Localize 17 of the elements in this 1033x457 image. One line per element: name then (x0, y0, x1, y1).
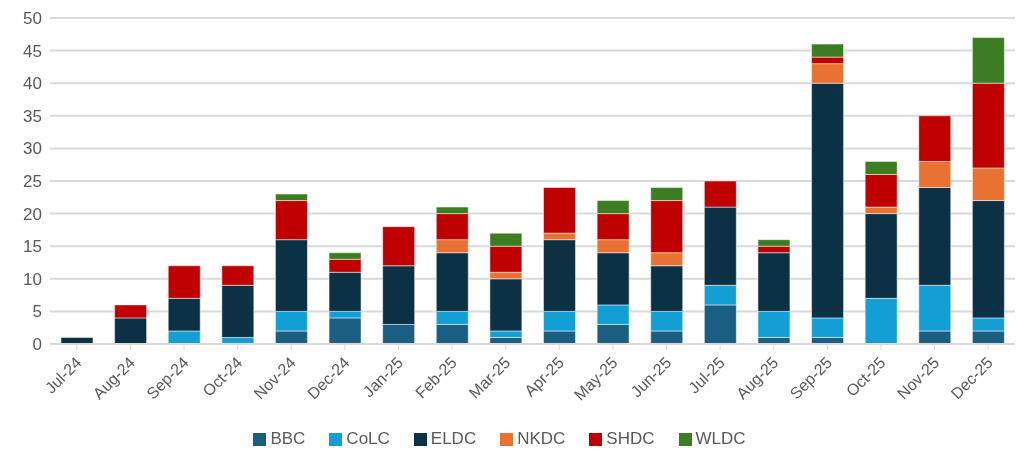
legend-label: BBC (270, 429, 306, 448)
legend-label: NKDC (517, 429, 566, 448)
legend-label: SHDC (606, 429, 655, 448)
y-tick-label: 50 (23, 9, 42, 29)
y-tick-label: 15 (23, 237, 42, 257)
y-tick-label: 25 (23, 172, 42, 192)
y-tick-label: 30 (23, 139, 42, 159)
y-tick-label: 45 (23, 41, 42, 61)
legend-label: CoLC (346, 429, 390, 448)
y-tick-label: 20 (23, 204, 42, 224)
legend-label: WLDC (695, 429, 746, 448)
y-tick-label: 10 (23, 269, 42, 289)
y-tick-label: 35 (23, 106, 42, 126)
y-tick-label: 40 (23, 74, 42, 94)
legend-label: ELDC (430, 429, 477, 448)
y-tick-label: 0 (32, 335, 42, 355)
y-tick-label: 5 (32, 302, 42, 322)
